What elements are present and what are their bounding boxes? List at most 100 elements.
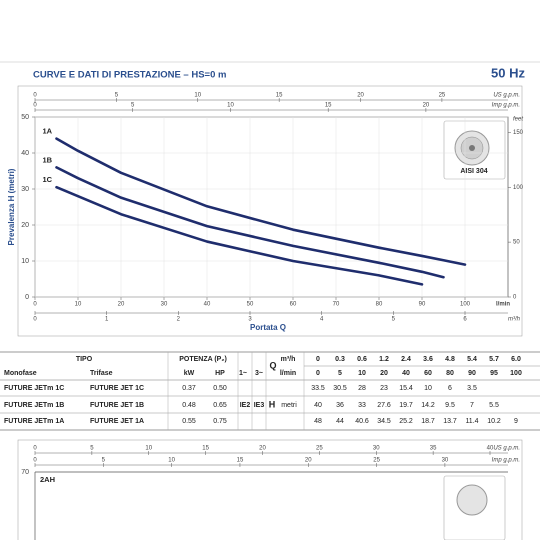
table-header: HP (215, 370, 225, 377)
chart-frame (17, 439, 523, 540)
table-header: 0 (316, 370, 320, 377)
plot-area (34, 116, 509, 298)
table-header: Trifase (90, 370, 113, 377)
right-axis-label: feet (513, 117, 523, 123)
table-cell: FUTURE JET 1C (90, 385, 144, 392)
table-cell: FUTURE JET 1A (90, 418, 144, 425)
table-cell: FUTURE JETm 1A (4, 418, 64, 425)
table-cell: 0.65 (213, 402, 227, 409)
secondary-axis-label: US g.p.m. (493, 446, 520, 452)
x-tick-label: 40 (204, 302, 211, 308)
table-cell: 19.7 (399, 402, 413, 409)
table-cell: 40 (314, 402, 322, 409)
table-cell: 13.7 (443, 418, 457, 425)
secondary-tick-label: 5 (115, 93, 119, 99)
table-cell: FUTURE JETm 1C (4, 385, 64, 392)
secondary-tick-label: 15 (202, 446, 209, 452)
table-cell: 33 (358, 402, 366, 409)
secondary-tick-label: 5 (131, 103, 135, 109)
table-cell: IE2 (240, 402, 251, 409)
table-header: Q (269, 360, 276, 370)
chart: 0 10 20 30 40 50 60 70 80 90 100 l/min01020304050Pr… (7, 93, 524, 333)
secondary-tick-label: 3 (248, 317, 252, 323)
x-tick-label: 0 (33, 302, 37, 308)
table-cell: IE3 (254, 402, 265, 409)
x-unit: l/min (496, 302, 510, 308)
table-header: Monofase (4, 370, 37, 377)
table-cell: 27.6 (377, 402, 391, 409)
x-tick-label: 90 (419, 302, 426, 308)
pump-curve (55, 166, 445, 279)
secondary-tick-label: 10 (194, 93, 201, 99)
table-header: H (269, 399, 276, 409)
x-tick-label: 60 (290, 302, 297, 308)
table-cell: 23 (380, 385, 388, 392)
inset: AISI 304 (443, 120, 506, 180)
right-tick-label: 0 (513, 295, 517, 301)
table-cell: 11.4 (465, 418, 478, 425)
secondary-tick-label: 4 (320, 317, 324, 323)
table-cell: 25.2 (399, 418, 413, 425)
secondary-tick-label: 10 (168, 458, 175, 464)
table-header: 90 (468, 370, 476, 377)
table-cell: 15.4 (399, 385, 413, 392)
table-cell: 9.5 (445, 402, 455, 409)
table-header: 5.7 (489, 356, 499, 363)
secondary-axis-label: Imp g.p.m. (492, 103, 520, 109)
secondary-tick-label: 6 (463, 317, 467, 323)
table-cell: metri (281, 402, 297, 409)
secondary-tick-label: 10 (227, 103, 234, 109)
y-tick-label: 0 (25, 294, 29, 301)
table-cell: 0.50 (213, 385, 227, 392)
table-header: l/min (280, 370, 296, 377)
secondary-tick-label: 10 (145, 446, 152, 452)
secondary-tick-label: 25 (373, 458, 380, 464)
table-header: 1.2 (379, 356, 389, 363)
secondary-tick-label: 20 (305, 458, 312, 464)
x-axis-title: Portata Q (250, 323, 286, 332)
table-header: kW (184, 370, 195, 377)
table-cell: 3.5 (467, 385, 477, 392)
y-tick-label: 10 (21, 258, 29, 265)
table-header: 3~ (255, 370, 263, 377)
impeller (456, 484, 488, 516)
table-cell: 0.75 (213, 418, 227, 425)
secondary-tick-label: 5 (102, 458, 106, 464)
table-header: 5 (338, 370, 342, 377)
table-cell: 6 (448, 385, 452, 392)
x-tick-label: 10 (75, 302, 82, 308)
frequency: 50 Hz (491, 65, 525, 80)
table-header: 20 (380, 370, 388, 377)
table-header: 0 (316, 356, 320, 363)
secondary-tick-label: 1 (105, 317, 109, 323)
next-chart: 0 5 10 15 20 25 30 35 40 US g.p.m. 0 5 10 15 20 25 30 Imp… (17, 439, 523, 540)
secondary-axis-label: US g.p.m. (493, 93, 520, 99)
performance-table: TIPO Monofase Trifase POTENZA (P₂) kW HP 1~ 3~ Q… (0, 351, 540, 431)
table-header: 4.8 (445, 356, 455, 363)
table-header: 80 (446, 370, 454, 377)
inset-label: AISI 304 (460, 168, 487, 175)
table-header: 3.6 (423, 356, 433, 363)
y-tick-label: 50 (21, 114, 29, 121)
table-cell: 9 (514, 418, 518, 425)
table-header: 2.4 (401, 356, 411, 363)
secondary-tick-label: 15 (237, 458, 244, 464)
secondary-tick-label: 5 (90, 446, 94, 452)
table-header: POTENZA (P₂) (179, 356, 227, 363)
table-cell: 36 (336, 402, 344, 409)
secondary-tick-label: 40 (487, 446, 494, 452)
table-cell: FUTURE JET 1B (90, 402, 144, 409)
secondary-tick-label: 20 (259, 446, 266, 452)
pump-curve (55, 137, 467, 266)
table-cell: 0.48 (182, 402, 196, 409)
secondary-tick-label: 0 (33, 458, 37, 464)
table-cell: 10.2 (487, 418, 501, 425)
table-cell: 5.5 (489, 402, 499, 409)
secondary-tick-label: 35 (430, 446, 437, 452)
secondary-tick-label: 25 (439, 93, 446, 99)
table-cell: 40.6 (355, 418, 369, 425)
secondary-tick-label: 15 (325, 103, 332, 109)
curve-label: 1A (43, 127, 53, 136)
secondary-tick-label: 5 (392, 317, 396, 323)
